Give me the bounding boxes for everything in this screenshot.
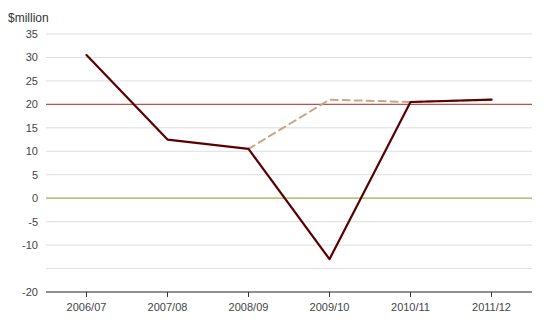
x-tick <box>86 292 87 297</box>
grid-line <box>46 174 532 175</box>
series-line <box>249 100 492 149</box>
grid-line <box>46 80 532 81</box>
x-tick-label: 2006/07 <box>67 301 107 313</box>
x-tick <box>329 292 330 297</box>
x-tick <box>248 292 249 297</box>
grid-line <box>46 268 532 269</box>
grid-line <box>46 34 532 35</box>
x-tick <box>167 292 168 297</box>
reference-line <box>46 104 532 105</box>
x-axis: 2006/07 2007/08 2008/09 2009/10 2010/11 2011/… <box>67 292 511 313</box>
grid-line <box>46 198 532 199</box>
y-tick-label: 20 <box>26 98 38 110</box>
plot-area <box>46 55 532 259</box>
x-tick-label: 2007/08 <box>148 301 188 313</box>
y-tick-label: 35 <box>26 28 38 40</box>
chart: -20-10-505101520253035$million2006/07200… <box>0 0 548 328</box>
grid <box>46 34 532 292</box>
y-tick-label: -5 <box>28 216 38 228</box>
grid-line <box>46 104 532 105</box>
x-axis-line <box>46 292 532 293</box>
grid-line <box>46 245 532 246</box>
grid-line <box>46 57 532 58</box>
y-tick-labels: -20 -10 -5 0 5 10 15 20 25 30 35 <box>22 28 38 298</box>
x-tick-label: 2008/09 <box>229 301 269 313</box>
x-tick <box>491 292 492 297</box>
x-tick-label: 2009/10 <box>310 301 350 313</box>
y-tick-label: 10 <box>26 145 38 157</box>
x-tick-label: 2011/12 <box>472 301 511 313</box>
y-tick-label: 15 <box>26 122 38 134</box>
y-tick-label: 5 <box>32 169 38 181</box>
grid-line <box>46 221 532 222</box>
y-tick-label: -20 <box>22 286 38 298</box>
reference-line <box>46 198 532 199</box>
grid-line <box>46 151 532 152</box>
x-tick <box>410 292 411 297</box>
y-tick-label: 25 <box>26 75 38 87</box>
grid-line <box>46 292 532 293</box>
y-tick-label: 0 <box>32 192 38 204</box>
y-tick-label: -10 <box>22 239 38 251</box>
x-tick-label: 2010/11 <box>391 301 430 313</box>
grid-line <box>46 127 532 128</box>
y-axis-label: $million <box>8 11 49 25</box>
series-line <box>87 55 492 259</box>
y-tick-label: 30 <box>26 51 38 63</box>
